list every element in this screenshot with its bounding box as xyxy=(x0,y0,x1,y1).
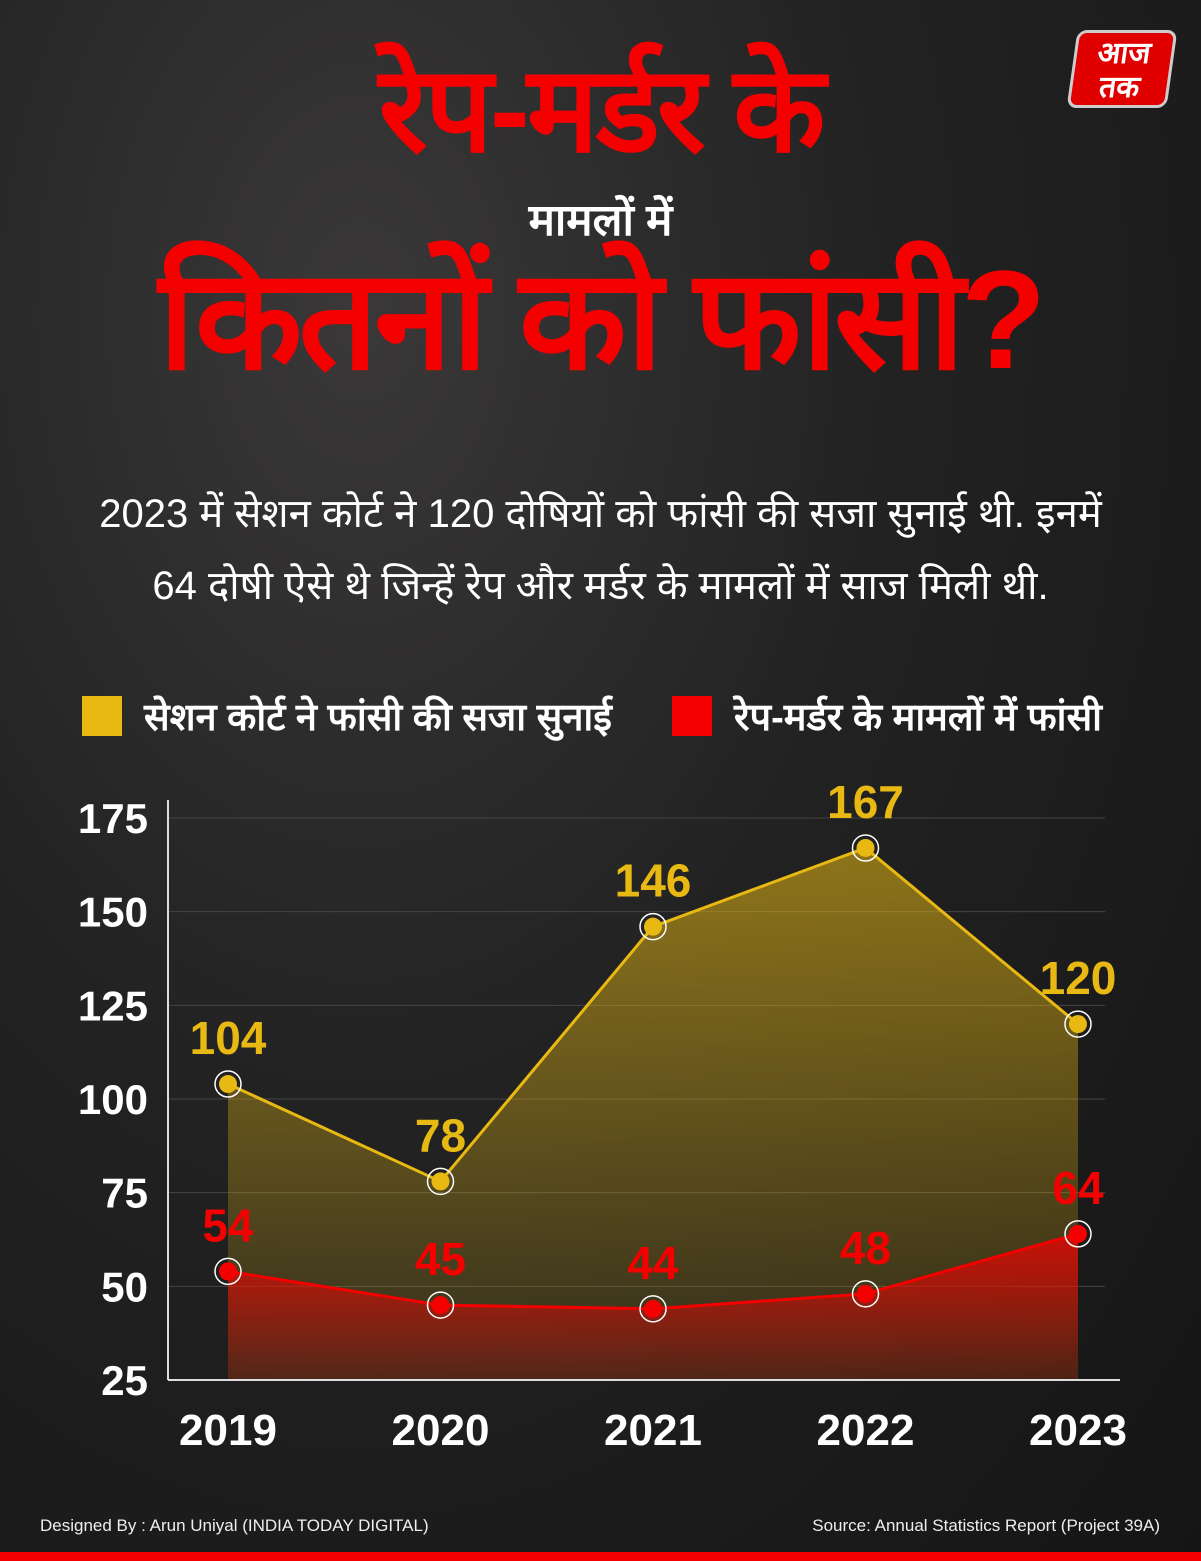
x-tick-label: 2020 xyxy=(392,1406,490,1455)
line-chart: 25 50 75 100 125 150 175 2019 2020 2021 2022 2023 1… xyxy=(78,776,1127,1455)
designed-by: Designed By : Arun Uniyal (INDIA TODAY D… xyxy=(40,1516,429,1535)
y-tick-label: 25 xyxy=(101,1357,148,1404)
y-tick-label: 100 xyxy=(78,1076,148,1123)
subtitle-line-2: 64 दोषी ऐसे थे जिन्हें रेप और मर्डर के म… xyxy=(152,564,1049,608)
x-tick-label: 2021 xyxy=(604,1406,702,1455)
y-tick-label: 150 xyxy=(78,889,148,936)
y-tick-label: 75 xyxy=(101,1170,148,1217)
data-point-ring xyxy=(639,912,667,941)
data-label: 146 xyxy=(615,855,692,907)
data-label: 54 xyxy=(202,1199,254,1251)
data-point-ring xyxy=(639,1295,667,1323)
data-point xyxy=(856,838,875,857)
data-label: 64 xyxy=(1052,1162,1104,1214)
data-point xyxy=(219,1262,237,1281)
data-point-ring xyxy=(1064,1220,1092,1248)
data-point xyxy=(1069,1224,1087,1243)
data-point xyxy=(431,1172,450,1191)
x-tick-label: 2023 xyxy=(1029,1406,1127,1455)
data-label: 48 xyxy=(840,1222,891,1274)
logo-text-bottom: तक xyxy=(1097,71,1142,104)
data-point xyxy=(431,1296,450,1315)
data-label: 104 xyxy=(190,1012,267,1064)
data-label: 78 xyxy=(415,1109,466,1161)
x-tick-label: 2022 xyxy=(817,1406,915,1455)
series-area-0 xyxy=(228,847,1078,1380)
legend-swatch-yellow xyxy=(82,696,122,736)
legend-label-rape-murder: रेप-मर्डर के मामलों में फांसी xyxy=(733,697,1103,739)
data-label: 120 xyxy=(1040,952,1117,1004)
data-point xyxy=(1069,1015,1087,1034)
data-point xyxy=(856,1284,875,1303)
bottom-red-bar xyxy=(0,1552,1201,1561)
data-point xyxy=(644,917,662,936)
data-point-ring xyxy=(851,1280,880,1308)
title-line-2: मामलों में xyxy=(528,196,673,245)
y-tick-label: 125 xyxy=(78,982,148,1029)
source: Source: Annual Statistics Report (Projec… xyxy=(812,1516,1160,1535)
data-label: 44 xyxy=(627,1237,679,1289)
legend: सेशन कोर्ट ने फांसी की सजा सुनाई रेप-मर्… xyxy=(82,690,1102,742)
legend-swatch-red xyxy=(671,696,712,736)
data-point xyxy=(644,1299,662,1318)
data-point-ring xyxy=(426,1167,455,1196)
data-label: 45 xyxy=(415,1233,466,1285)
data-point xyxy=(219,1075,237,1094)
legend-label-sessions: सेशन कोर्ट ने फांसी की सजा सुनाई xyxy=(144,697,612,739)
logo-text-top: आज xyxy=(1095,37,1153,70)
subtitle: 2023 में सेशन कोर्ट ने 120 दोषियों को फा… xyxy=(60,478,1141,622)
aaj-tak-logo: आज तक xyxy=(1066,30,1178,108)
subtitle-line-1: 2023 में सेशन कोर्ट ने 120 दोषियों को फा… xyxy=(99,492,1102,536)
title-line-1: रेप-मर्डर के xyxy=(378,43,826,177)
y-tick-label: 50 xyxy=(101,1263,148,1310)
title-line-3: कितनों को फांसी? xyxy=(158,241,1047,398)
data-point-ring xyxy=(851,834,880,862)
series-area-1 xyxy=(228,1233,1078,1380)
data-point-ring xyxy=(1064,1010,1092,1038)
x-tick-label: 2019 xyxy=(179,1406,277,1455)
data-point-ring xyxy=(214,1070,242,1098)
y-tick-label: 175 xyxy=(78,795,148,842)
data-point-ring xyxy=(426,1291,455,1319)
data-point-ring xyxy=(214,1257,242,1286)
data-label: 167 xyxy=(827,776,904,828)
